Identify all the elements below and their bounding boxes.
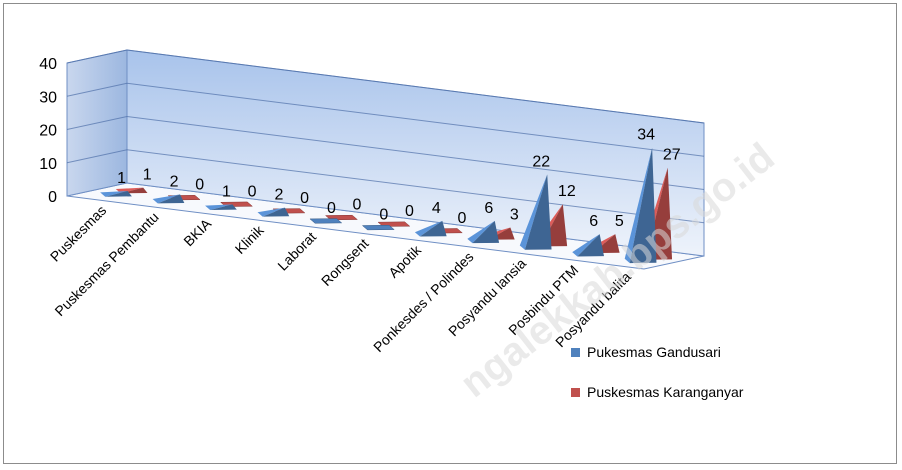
- gridlines: [66, 49, 705, 224]
- pyramid-mark: [414, 220, 447, 237]
- data-label: 0: [300, 190, 309, 207]
- data-label: 0: [405, 203, 414, 220]
- y-tick-label: 0: [48, 189, 57, 206]
- data-label: 0: [353, 197, 362, 214]
- data-label: 0: [195, 177, 204, 194]
- data-label: 5: [615, 213, 624, 230]
- x-tick-label: Rongsent: [318, 235, 372, 289]
- y-tick-label: 20: [39, 123, 57, 140]
- pyramid-base: [361, 224, 395, 231]
- pyramid-face-left: [205, 204, 233, 210]
- data-label: 0: [248, 183, 257, 200]
- pyramid-mark: [152, 194, 185, 204]
- data-label: 22: [532, 153, 550, 170]
- gridline: [66, 149, 705, 224]
- data-label: 0: [379, 207, 388, 224]
- data-label: 2: [170, 173, 179, 190]
- gridline: [66, 49, 705, 124]
- legend-label: Puskesmas Karanganyar: [587, 384, 744, 400]
- data-label: 6: [589, 213, 598, 230]
- data-label: 1: [117, 170, 126, 187]
- chart-frame: 0 10 20 30 40 1 0 0 0 0 0 0 3 12 5 27 1 2 1 2 0 0 4 6 22 6 34 Pus…: [3, 3, 897, 464]
- pyramid-face-left: [414, 220, 443, 237]
- data-label: 0: [457, 210, 466, 227]
- legend-label: Pukesmas Gandusari: [587, 344, 721, 360]
- data-label: 27: [663, 147, 681, 164]
- pyramid-face-right: [419, 220, 447, 237]
- legend-item: Puskesmas Karanganyar: [571, 384, 744, 400]
- y-tick-label: 40: [39, 56, 57, 73]
- gridline: [66, 115, 705, 190]
- pyramid-face-right: [629, 147, 657, 264]
- pyramid-face-left: [100, 191, 128, 197]
- pyramid-mark: [257, 207, 290, 217]
- data-label: 34: [637, 127, 655, 144]
- data-label: 3: [510, 206, 519, 223]
- x-tick-label: Puskesmas Pembantu: [51, 209, 161, 319]
- pyramid-face-right: [472, 220, 500, 244]
- x-tick-label: Klinik: [232, 221, 268, 257]
- x-tick-label: BKIA: [180, 215, 214, 249]
- pyramid-mark: [361, 224, 395, 231]
- y-axis: 0 10 20 30 40: [39, 56, 57, 206]
- pyramid-mark: [572, 234, 604, 257]
- x-tick-label: Laborat: [274, 229, 319, 274]
- gridline: [66, 82, 705, 157]
- y-tick-label: 30: [39, 89, 57, 106]
- pyramid-base: [309, 218, 343, 224]
- x-tick-label: Ponkesdes / Polindes: [370, 249, 477, 356]
- y-tick-label: 10: [39, 156, 57, 173]
- pyramid-mark: [467, 220, 500, 244]
- pyramid-face-left: [152, 194, 181, 204]
- pyramid-mark: [519, 174, 552, 250]
- pyramid-face-left: [519, 174, 548, 250]
- data-label: 12: [558, 183, 576, 200]
- data-label: 6: [484, 200, 493, 217]
- pyramid-face-left: [624, 147, 653, 264]
- pyramid-face-right: [262, 207, 290, 217]
- legend-swatch: [571, 348, 580, 357]
- data-label: 4: [432, 200, 441, 217]
- legend-item: Pukesmas Gandusari: [571, 344, 721, 360]
- data-label: 1: [222, 183, 231, 200]
- chart-marks: [100, 147, 673, 264]
- pyramid-face-right: [577, 234, 604, 257]
- data-label: 2: [274, 187, 283, 204]
- pyramid-face-right: [524, 174, 552, 250]
- x-tick-label: Apotik: [385, 241, 425, 281]
- pyramid-face-right: [210, 204, 237, 210]
- pyramid-face-left: [467, 220, 495, 244]
- data-label: 1: [143, 167, 152, 184]
- pyramid-mark: [100, 191, 132, 197]
- pyramid-face-right: [157, 194, 185, 204]
- pyramid-face-left: [257, 207, 285, 217]
- legend: Pukesmas Gandusari Puskesmas Karanganyar: [571, 344, 744, 400]
- x-tick-label: Puskesmas: [47, 202, 109, 264]
- legend-swatch: [571, 388, 580, 397]
- data-label: 0: [327, 200, 336, 217]
- pyramid-face-left: [572, 234, 600, 257]
- pyramid-mark: [309, 218, 343, 224]
- pyramid-mark: [624, 147, 657, 264]
- pyramid-mark: [205, 204, 237, 210]
- pyramid-face-right: [105, 191, 132, 197]
